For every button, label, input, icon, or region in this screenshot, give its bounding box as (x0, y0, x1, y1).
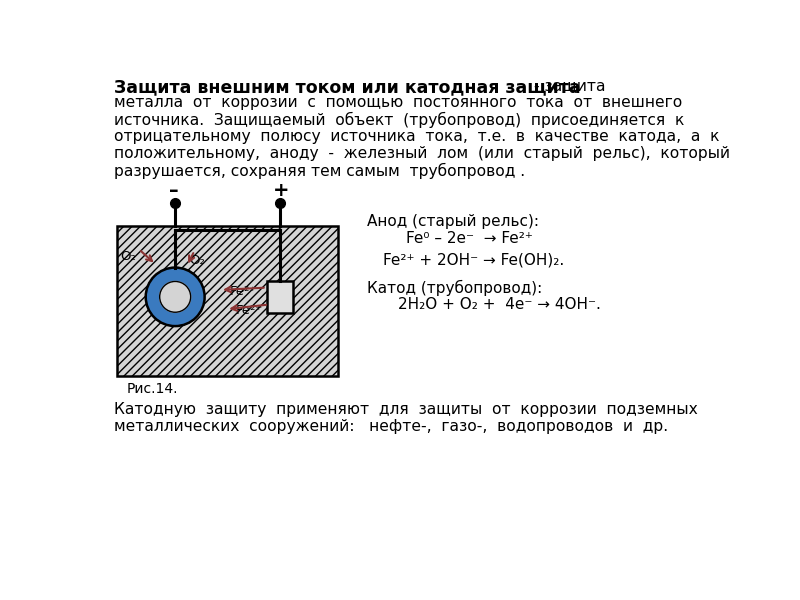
Text: металла  от  коррозии  с  помощью  постоянного  тока  от  внешнего: металла от коррозии с помощью постоянног… (114, 95, 682, 110)
Text: O₂: O₂ (120, 250, 136, 263)
Bar (117, 226, 338, 376)
Text: Катод (трубопровод):: Катод (трубопровод): (367, 280, 542, 296)
Text: O₂: O₂ (189, 254, 205, 267)
Text: Рис.14.: Рис.14. (127, 382, 178, 395)
Text: положительному,  аноду  -  железный  лом  (или  старый  рельс),  который: положительному, аноду - железный лом (ил… (114, 146, 730, 161)
Text: Защита внешним током или катодная защита  - защита: Защита внешним током или катодная защита… (114, 78, 632, 96)
Text: разрушается, сохраняя тем самым  трубопровод .: разрушается, сохраняя тем самым трубопро… (114, 163, 525, 179)
Text: 2H₂O + O₂ +  4e⁻ → 4OH⁻.: 2H₂O + O₂ + 4e⁻ → 4OH⁻. (398, 297, 602, 312)
Text: –: – (169, 181, 178, 200)
Text: +: + (273, 181, 290, 200)
Text: - защита: - защита (534, 78, 606, 93)
Text: Fe²⁺: Fe²⁺ (236, 304, 263, 317)
Circle shape (146, 268, 205, 326)
Text: Fe²⁺: Fe²⁺ (230, 285, 258, 298)
Text: Анод (старый рельс):: Анод (старый рельс): (367, 214, 539, 229)
Text: Fe⁰ – 2e⁻  → Fe²⁺: Fe⁰ – 2e⁻ → Fe²⁺ (406, 232, 533, 247)
Text: Защита внешним током или катодная защита: Защита внешним током или катодная защита (114, 78, 581, 96)
Text: Fe²⁺ + 2OH⁻ → Fe(OH)₂.: Fe²⁺ + 2OH⁻ → Fe(OH)₂. (383, 253, 564, 268)
Text: металлических  сооружений:   нефте-,  газо-,  водопроводов  и  др.: металлических сооружений: нефте-, газо-,… (114, 419, 668, 433)
Text: отрицательному  полюсу  источника  тока,  т.е.  в  качестве  катода,  а  к: отрицательному полюсу источника тока, т.… (114, 129, 719, 144)
Text: источника.  Защищаемый  объект  (трубопровод)  присоединяется  к: источника. Защищаемый объект (трубопрово… (114, 112, 684, 128)
Circle shape (160, 281, 190, 312)
Text: Катодную  защиту  применяют  для  защиты  от  коррозии  подземных: Катодную защиту применяют для защиты от … (114, 401, 698, 416)
Bar (266, 281, 293, 313)
